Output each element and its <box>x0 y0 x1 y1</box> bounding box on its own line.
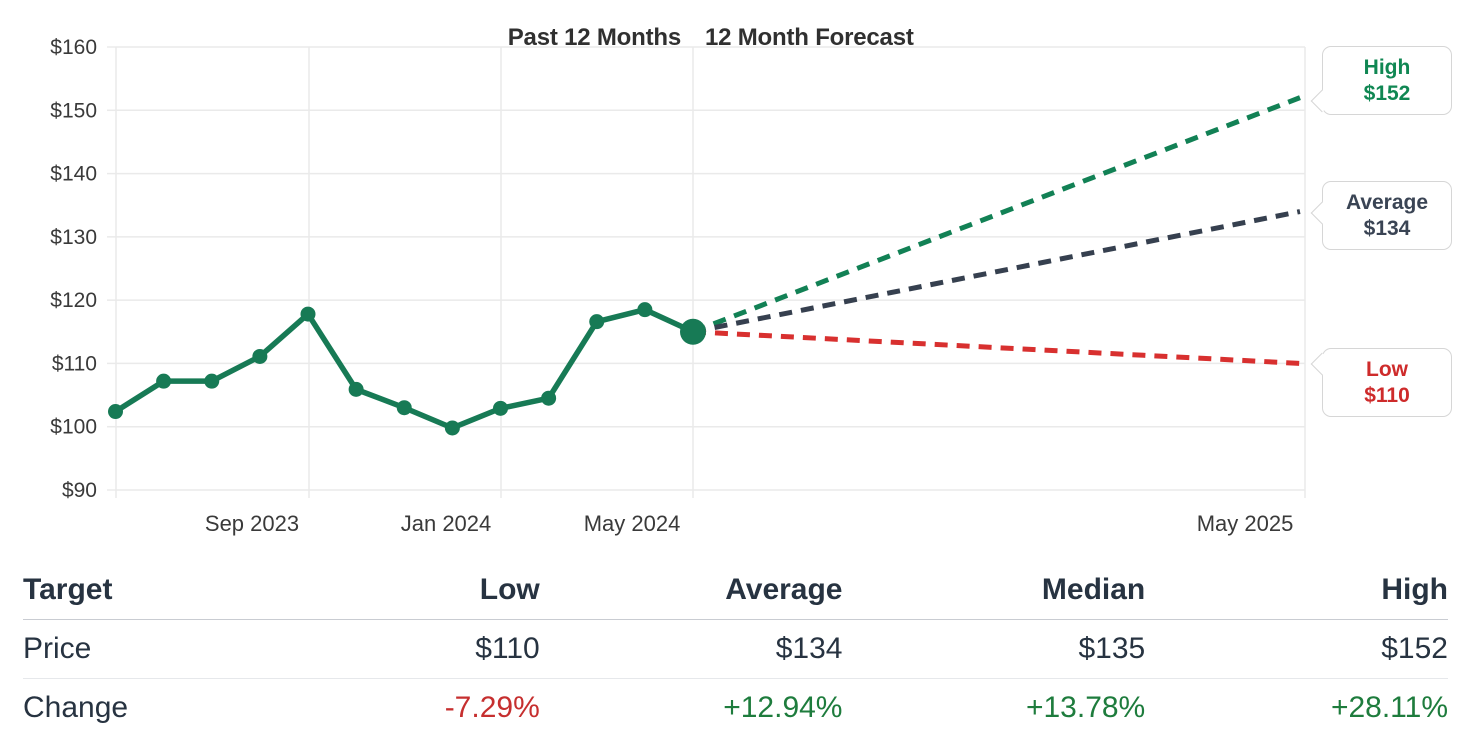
forecast-line-forecast-high <box>692 95 1301 335</box>
callout-average-label: Average <box>1345 190 1429 214</box>
callout-low-label: Low <box>1366 357 1408 381</box>
historical-price-point <box>637 302 653 318</box>
y-axis-label: $110 <box>52 352 97 375</box>
change-average-value: +12.94% <box>723 691 843 724</box>
historical-price-point <box>204 373 220 389</box>
table-row-change: Change -7.29% +12.94% +13.78% +28.11% <box>23 679 1448 737</box>
change-low-value: -7.29% <box>444 691 540 724</box>
chart-title-past: Past 12 Months <box>507 24 681 51</box>
x-axis-label: May 2025 <box>1197 511 1294 536</box>
callout-high-label: High <box>1363 55 1411 79</box>
historical-price-point <box>541 390 557 406</box>
callout-low: Low $110 <box>1310 348 1452 417</box>
current-price-point <box>680 318 706 345</box>
price-high-value: $152 <box>1381 632 1448 665</box>
callout-average: Average $134 <box>1310 181 1452 250</box>
price-low-value: $110 <box>475 632 540 665</box>
historical-price-point <box>252 348 268 364</box>
historical-price-point <box>493 400 508 416</box>
price-forecast-chart: $90 $100 $110 $120 $130 $140 $150 $160 Sep 2023 J… <box>50 24 1452 536</box>
x-axis-label: Jan 2024 <box>401 511 492 536</box>
y-axis-label: $120 <box>50 289 97 312</box>
table-row-price: Price $110 $134 $135 $152 <box>23 620 1448 679</box>
row-label-change: Change <box>23 691 129 724</box>
historical-price-point <box>300 306 316 322</box>
y-axis-label: $90 <box>62 479 97 502</box>
y-axis-label: $130 <box>50 226 97 249</box>
row-label-price: Price <box>23 632 92 665</box>
historical-price-point <box>348 381 364 397</box>
historical-price-point <box>108 404 123 420</box>
analyst-price-target-table: Target Low Average Median High Price $11… <box>23 560 1448 737</box>
column-header-low: Low <box>479 572 540 606</box>
historical-price-point <box>444 420 460 436</box>
table-header-row: Target Low Average Median High <box>23 560 1448 620</box>
y-axis-label: $140 <box>50 163 97 186</box>
forecast-line-forecast-average <box>692 209 1301 335</box>
forecast-chart-canvas: $90 $100 $110 $120 $130 $140 $150 $160 Sep 2023 J… <box>50 36 1306 536</box>
column-header-median: Median <box>1041 572 1146 606</box>
price-median-value: $135 <box>1078 632 1146 665</box>
price-average-value: $134 <box>775 632 843 665</box>
y-axis-label: $160 <box>50 36 97 59</box>
callout-high: High $152 <box>1310 46 1452 115</box>
historical-price-point <box>396 400 412 416</box>
change-median-value: +13.78% <box>1025 691 1146 724</box>
x-axis-label: Sep 2023 <box>205 511 299 536</box>
forecast-line-forecast-low <box>692 329 1301 366</box>
chart-title-forecast: 12 Month Forecast <box>705 24 914 51</box>
column-header-average: Average <box>725 572 843 606</box>
y-axis-label: $150 <box>50 99 97 122</box>
callout-high-value: $152 <box>1363 81 1411 105</box>
change-high-value: +28.11% <box>1330 691 1448 724</box>
column-header-target: Target <box>23 572 113 606</box>
y-axis-label: $100 <box>50 416 97 439</box>
historical-price-point <box>156 373 172 389</box>
callout-low-value: $110 <box>1364 383 1410 407</box>
column-header-high: High <box>1381 572 1448 606</box>
historical-price-point <box>589 314 605 330</box>
callout-average-value: $134 <box>1363 216 1411 240</box>
x-axis-label: May 2024 <box>584 511 681 536</box>
